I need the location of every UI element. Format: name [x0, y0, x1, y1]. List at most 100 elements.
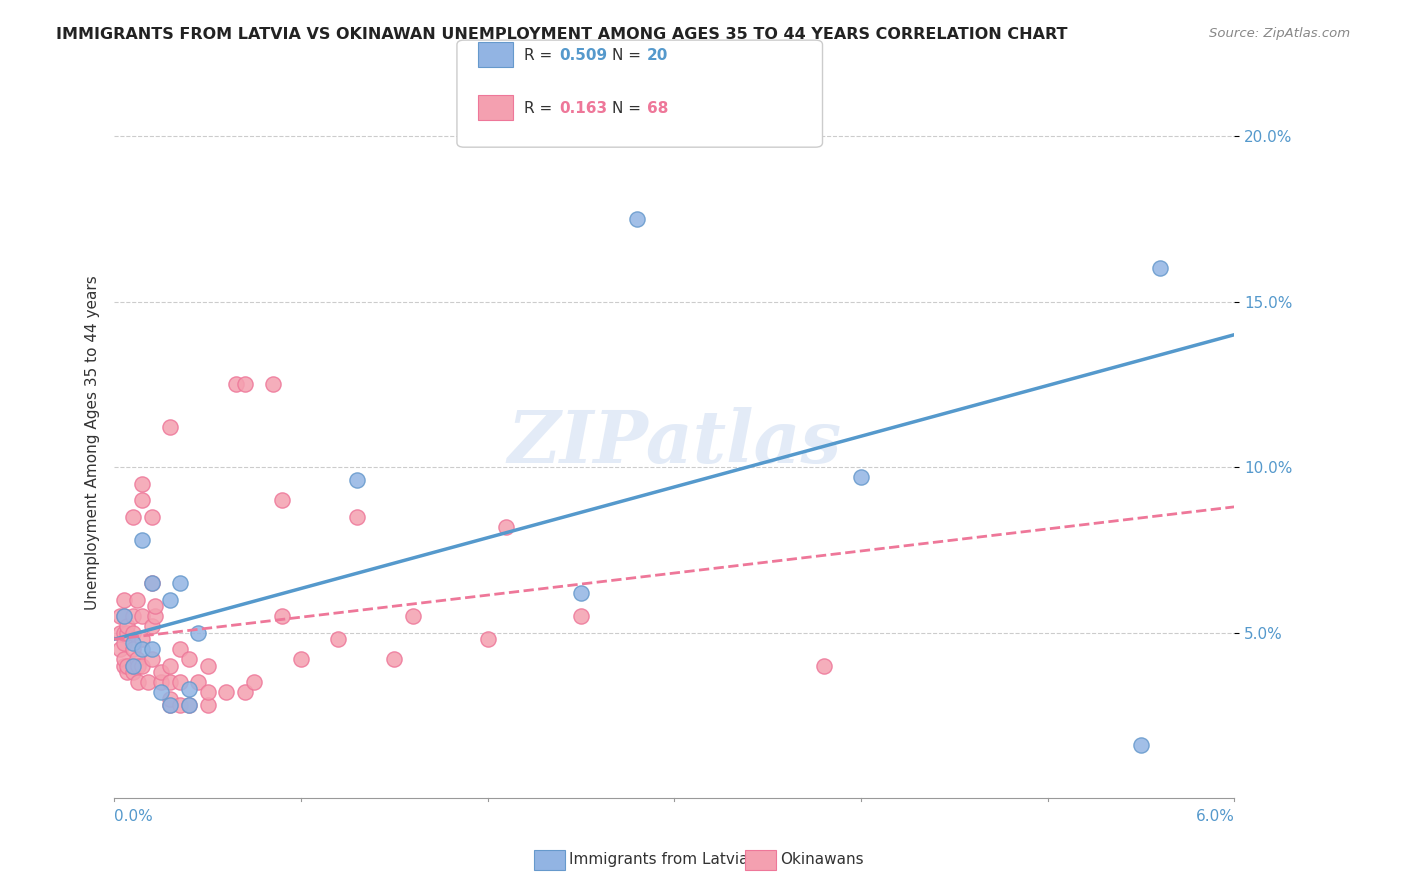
- Point: [117, 619, 139, 633]
- Point: [346, 474, 368, 488]
- Point: [131, 658, 153, 673]
- Text: N =: N =: [612, 48, 641, 62]
- Y-axis label: Unemployment Among Ages 35 to 44 years: Unemployment Among Ages 35 to 44 years: [86, 275, 100, 609]
- Point: [121, 509, 143, 524]
- Text: 68: 68: [647, 102, 668, 116]
- Point: [849, 470, 872, 484]
- Text: R =: R =: [524, 102, 553, 116]
- Point: [169, 698, 191, 713]
- Text: 6.0%: 6.0%: [1195, 809, 1234, 824]
- Point: [127, 675, 149, 690]
- Point: [813, 658, 835, 673]
- Point: [108, 625, 131, 640]
- Point: [271, 493, 294, 508]
- Point: [271, 609, 294, 624]
- Text: 0.163: 0.163: [560, 102, 607, 116]
- Point: [290, 652, 312, 666]
- Point: [243, 675, 266, 690]
- Point: [262, 377, 284, 392]
- Point: [626, 211, 648, 226]
- Point: [197, 698, 219, 713]
- Point: [215, 685, 238, 699]
- Point: [159, 691, 181, 706]
- Point: [197, 685, 219, 699]
- Point: [177, 698, 200, 713]
- Point: [233, 377, 256, 392]
- Point: [169, 576, 191, 591]
- Point: [121, 642, 143, 657]
- Point: [112, 609, 135, 624]
- Point: [112, 635, 135, 649]
- Point: [141, 619, 163, 633]
- Point: [477, 632, 499, 647]
- Point: [121, 665, 143, 680]
- Point: [169, 642, 191, 657]
- Point: [177, 681, 200, 696]
- Text: 0.0%: 0.0%: [114, 809, 153, 824]
- Point: [131, 609, 153, 624]
- Text: Okinawans: Okinawans: [780, 853, 863, 867]
- Point: [117, 625, 139, 640]
- Point: [569, 609, 592, 624]
- Text: ZIPatlas: ZIPatlas: [508, 407, 841, 478]
- Point: [131, 533, 153, 547]
- Point: [112, 625, 135, 640]
- Point: [159, 592, 181, 607]
- Point: [112, 652, 135, 666]
- Point: [108, 609, 131, 624]
- Point: [1149, 261, 1171, 276]
- Point: [143, 609, 166, 624]
- Text: Source: ZipAtlas.com: Source: ZipAtlas.com: [1209, 27, 1350, 40]
- Point: [117, 658, 139, 673]
- Point: [131, 632, 153, 647]
- Point: [225, 377, 247, 392]
- Point: [159, 420, 181, 434]
- Point: [141, 642, 163, 657]
- Point: [141, 652, 163, 666]
- Text: 20: 20: [647, 48, 668, 62]
- Point: [125, 652, 148, 666]
- Point: [141, 509, 163, 524]
- Point: [141, 576, 163, 591]
- Point: [159, 698, 181, 713]
- Point: [143, 599, 166, 614]
- Point: [177, 652, 200, 666]
- Point: [187, 625, 209, 640]
- Point: [125, 592, 148, 607]
- Point: [495, 519, 517, 533]
- Point: [121, 625, 143, 640]
- Point: [127, 658, 149, 673]
- Point: [328, 632, 350, 647]
- Point: [131, 493, 153, 508]
- Point: [346, 509, 368, 524]
- Point: [121, 609, 143, 624]
- Point: [159, 698, 181, 713]
- Point: [159, 675, 181, 690]
- Text: R =: R =: [524, 48, 553, 62]
- Point: [169, 675, 191, 690]
- Text: Immigrants from Latvia: Immigrants from Latvia: [569, 853, 749, 867]
- Point: [121, 658, 143, 673]
- Point: [197, 658, 219, 673]
- Point: [108, 642, 131, 657]
- Point: [121, 635, 143, 649]
- Point: [149, 675, 172, 690]
- Point: [382, 652, 405, 666]
- Point: [121, 658, 143, 673]
- Point: [117, 665, 139, 680]
- Point: [233, 685, 256, 699]
- Point: [131, 476, 153, 491]
- Point: [149, 665, 172, 680]
- Point: [177, 698, 200, 713]
- Point: [136, 675, 159, 690]
- Point: [159, 658, 181, 673]
- Text: IMMIGRANTS FROM LATVIA VS OKINAWAN UNEMPLOYMENT AMONG AGES 35 TO 44 YEARS CORREL: IMMIGRANTS FROM LATVIA VS OKINAWAN UNEMP…: [56, 27, 1067, 42]
- Point: [112, 609, 135, 624]
- Point: [402, 609, 425, 624]
- Point: [149, 685, 172, 699]
- Text: N =: N =: [612, 102, 641, 116]
- Text: 0.509: 0.509: [560, 48, 607, 62]
- Point: [112, 592, 135, 607]
- Point: [112, 658, 135, 673]
- Point: [569, 586, 592, 600]
